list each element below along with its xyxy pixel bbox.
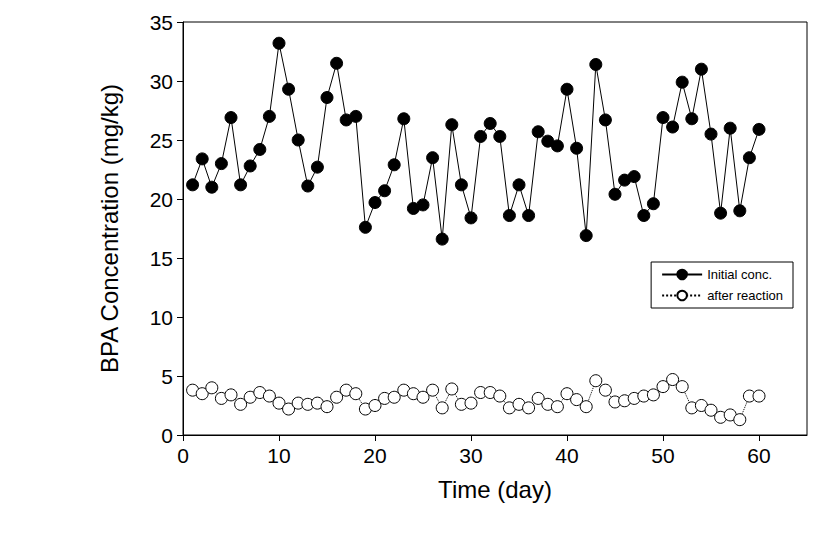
- svg-text:35: 35: [150, 11, 173, 34]
- svg-text:40: 40: [555, 444, 578, 467]
- svg-text:0: 0: [161, 424, 173, 447]
- svg-text:Time (day): Time (day): [438, 476, 552, 503]
- svg-text:10: 10: [267, 444, 290, 467]
- svg-text:5: 5: [161, 365, 173, 388]
- svg-text:20: 20: [150, 188, 173, 211]
- svg-text:after reaction: after reaction: [707, 288, 783, 303]
- svg-text:50: 50: [651, 444, 674, 467]
- svg-text:10: 10: [150, 306, 173, 329]
- svg-text:BPA Concentration (mg/kg): BPA Concentration (mg/kg): [96, 84, 123, 373]
- svg-text:Initial conc.: Initial conc.: [707, 267, 772, 282]
- svg-text:30: 30: [150, 70, 173, 93]
- svg-text:25: 25: [150, 129, 173, 152]
- svg-text:0: 0: [177, 444, 189, 467]
- svg-text:60: 60: [747, 444, 770, 467]
- svg-text:15: 15: [150, 247, 173, 270]
- svg-text:30: 30: [459, 444, 482, 467]
- svg-text:20: 20: [363, 444, 386, 467]
